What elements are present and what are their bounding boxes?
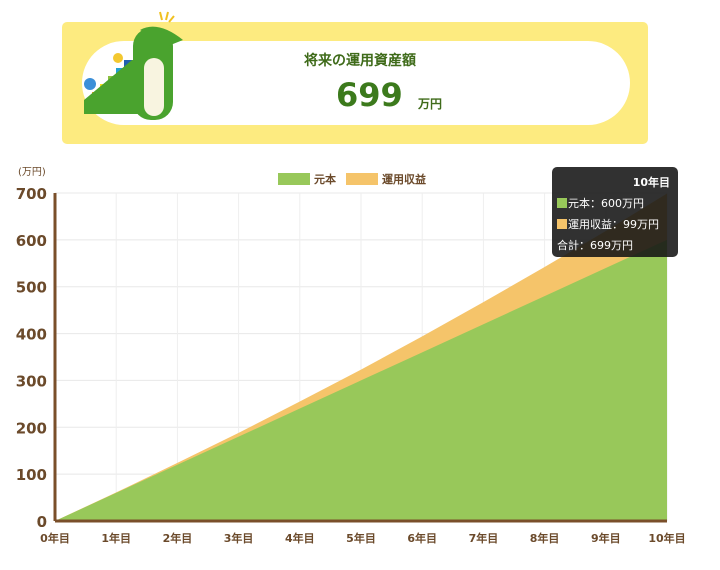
- x-tick-label: 9年目: [591, 531, 621, 545]
- x-tick-label: 6年目: [407, 531, 437, 545]
- y-tick-label: 0: [37, 513, 47, 531]
- x-tick-label: 1年目: [101, 531, 131, 545]
- y-tick-label: 400: [16, 326, 47, 344]
- x-tick-label: 5年目: [346, 531, 376, 545]
- asset-chart: 0 100 200 300 400 500 600 700 0年目 1年目 2年目 3年目 4年目 5年目…: [16, 167, 686, 545]
- legend-label: 元本: [314, 172, 336, 186]
- x-tick-label: 8年目: [530, 531, 560, 545]
- crocodile-mascot-illustration: [84, 11, 183, 120]
- y-tick-label: 600: [16, 232, 47, 250]
- summary-card: [82, 41, 630, 125]
- x-tick-label: 7年目: [469, 531, 499, 545]
- tooltip-principal: 元本：600万円: [568, 197, 644, 210]
- tooltip-title: 10年目: [632, 176, 670, 189]
- summary-unit: 万円: [418, 97, 443, 111]
- x-tick-label: 4年目: [285, 531, 315, 545]
- legend-label: 運用収益: [382, 172, 426, 186]
- tooltip-returns: 運用収益：99万円: [568, 218, 659, 231]
- chart-tooltip: 10年目 元本：600万円 運用収益：99万円 合計：699万円: [552, 167, 678, 257]
- legend-swatch: [278, 173, 310, 185]
- y-axis-unit: (万円): [18, 167, 46, 178]
- y-tick-label: 100: [16, 466, 47, 484]
- x-tick-label: 3年目: [224, 531, 254, 545]
- summary-amount: 699: [336, 76, 403, 114]
- summary-title: 将来の運用資産額: [304, 53, 416, 69]
- y-tick-label: 200: [16, 419, 47, 437]
- y-tick-label: 700: [16, 185, 47, 203]
- principal-swatch: [557, 198, 567, 208]
- legend-swatch: [346, 173, 378, 185]
- x-tick-label: 2年目: [163, 531, 193, 545]
- x-tick-label: 0年目: [40, 531, 70, 545]
- returns-swatch: [557, 219, 567, 229]
- tooltip-total: 合計：699万円: [557, 239, 633, 252]
- y-tick-label: 500: [16, 279, 47, 297]
- y-tick-label: 300: [16, 372, 47, 390]
- x-tick-label: 10年目: [648, 531, 685, 545]
